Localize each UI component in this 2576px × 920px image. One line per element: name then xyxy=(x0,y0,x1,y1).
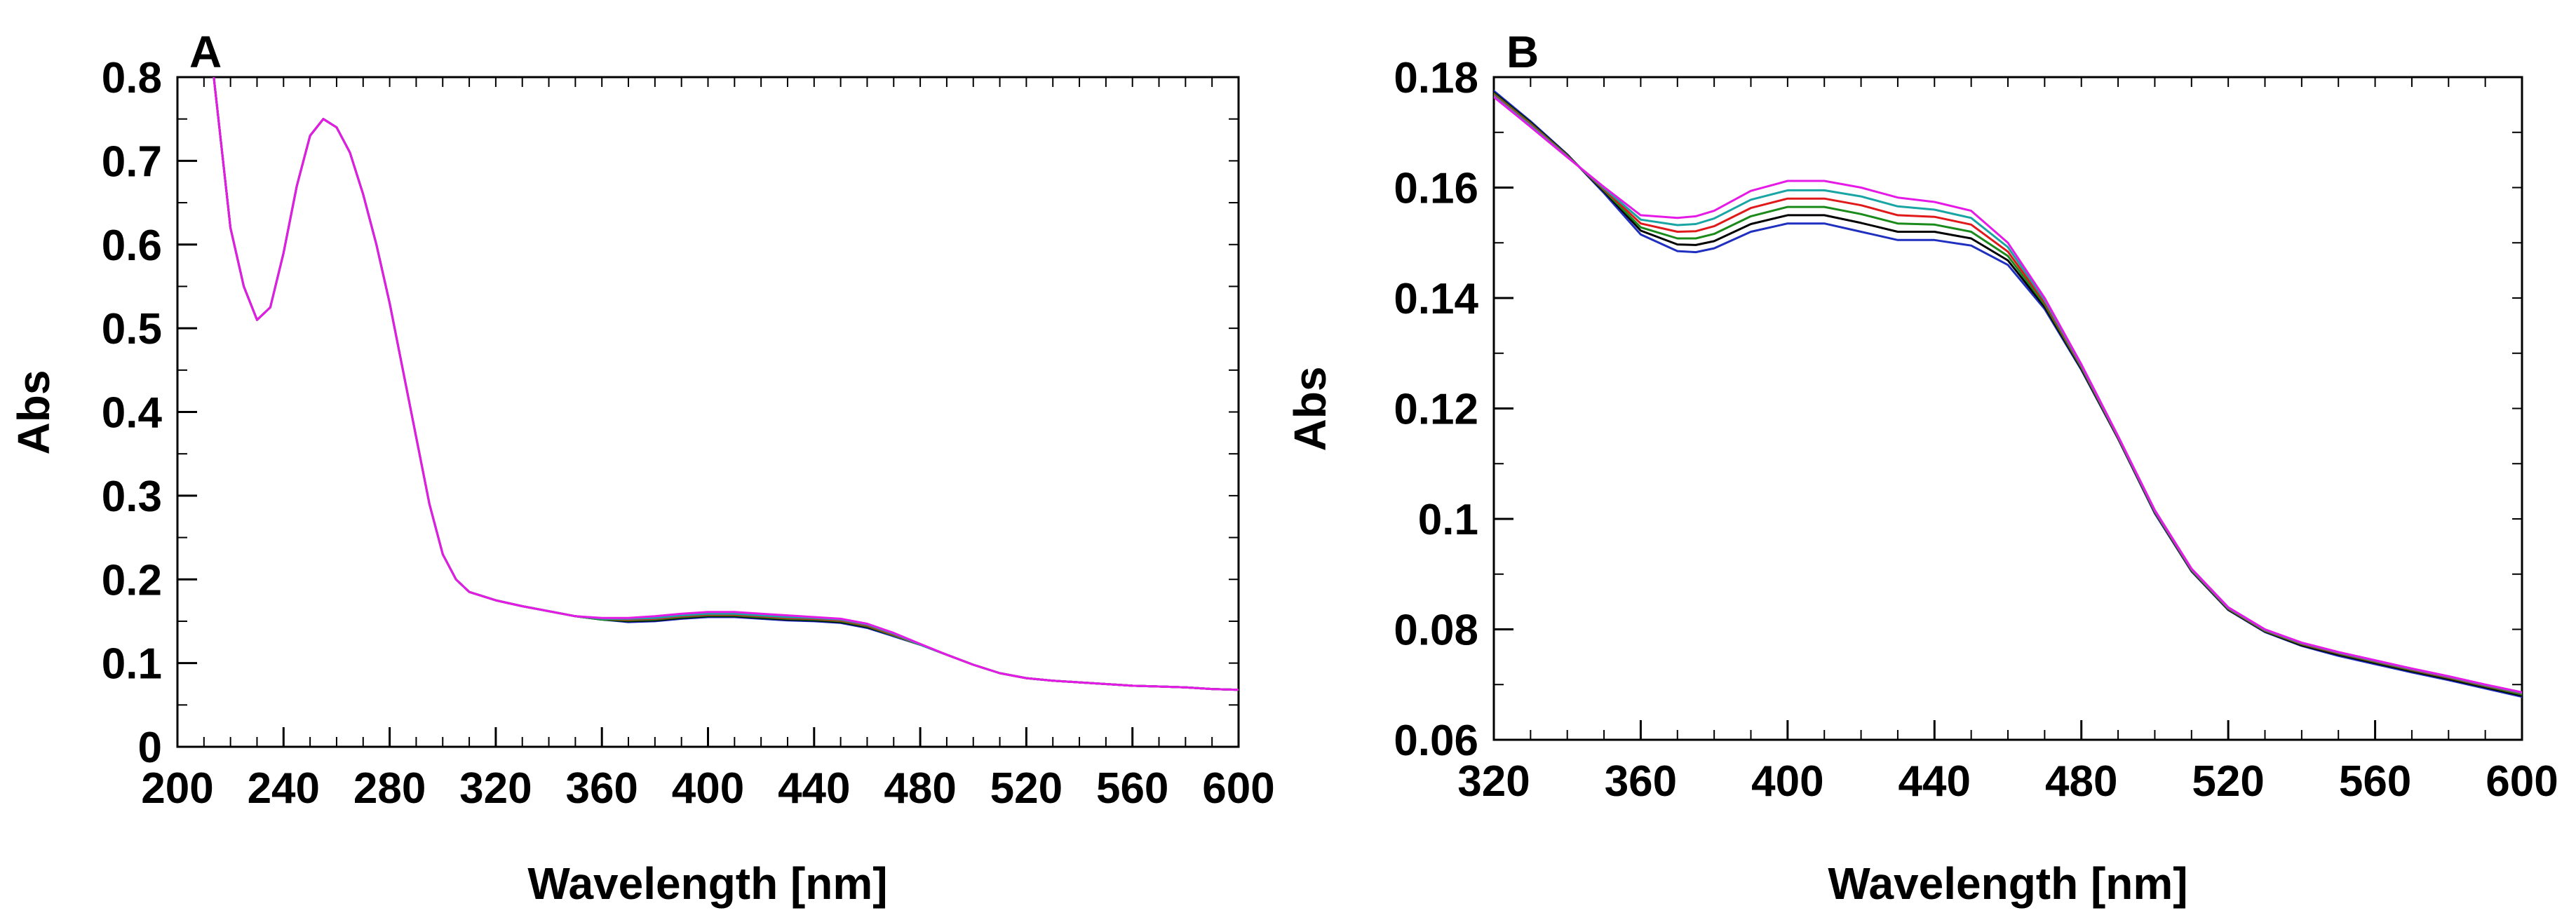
panel-a-x-tick-label: 440 xyxy=(778,764,850,813)
panel-a-x-tick-label: 560 xyxy=(1096,764,1168,813)
panel-b-ticks: 320 360 400 440 480 520 560 600 0.06 0.08 0.1 0.12 0… xyxy=(1394,54,2558,806)
panel-a-series-5-line xyxy=(213,77,1239,691)
panel-a-y-tick-label: 0.4 xyxy=(102,389,163,438)
panel-b-series-1-line xyxy=(1494,90,2522,698)
panel-a-y-tick-label: 0.2 xyxy=(102,556,162,604)
panel-a-x-tick-label: 240 xyxy=(248,764,320,813)
panel-a-traces xyxy=(213,77,1239,691)
panel-b-y-tick-label: 0.06 xyxy=(1394,717,1478,765)
panel-b-x-tick-label: 600 xyxy=(2486,757,2558,806)
panel-b-y-tick-label: 0.18 xyxy=(1394,54,1478,102)
panel-b-x-tick-label: 360 xyxy=(1605,757,1677,806)
panel-b: 320 360 400 440 480 520 560 600 0.06 0.08 0.1 0.12 0… xyxy=(1285,27,2558,909)
panel-b-y-tick-label: 0.16 xyxy=(1394,165,1478,213)
panel-a-x-tick-label: 400 xyxy=(672,764,744,813)
panel-b-x-axis-label: Wavelength [nm] xyxy=(1828,858,2187,909)
panel-a-x-axis-label: Wavelength [nm] xyxy=(527,858,887,909)
panel-a-series-4-line xyxy=(213,77,1239,691)
panel-b-series-5-line xyxy=(1494,95,2522,694)
panel-a-y-tick-label: 0.8 xyxy=(102,54,162,102)
panel-b-x-tick-label: 440 xyxy=(1899,757,1971,806)
panel-a-series-2-line xyxy=(213,77,1239,691)
panel-b-y-axis-label: Abs xyxy=(1285,367,1335,452)
panel-a-y-tick-label: 0.1 xyxy=(102,640,162,689)
panel-b-x-tick-label: 480 xyxy=(2045,757,2117,806)
panel-b-label: B xyxy=(1506,27,1539,77)
panel-a-x-tick-label: 520 xyxy=(990,764,1063,813)
panel-a-label: A xyxy=(189,27,222,77)
panel-a-x-tick-label: 320 xyxy=(459,764,532,813)
panel-a-y-axis-label: Abs xyxy=(8,370,59,455)
panel-b-x-tick-label: 560 xyxy=(2339,757,2411,806)
panel-b-series-6-line xyxy=(1494,95,2522,694)
panel-a-y-tick-label: 0 xyxy=(138,724,162,772)
panel-a-x-tick-label: 280 xyxy=(353,764,426,813)
panel-b-x-tick-label: 520 xyxy=(2192,757,2264,806)
panel-b-y-tick-label: 0.14 xyxy=(1394,275,1478,323)
panel-b-traces xyxy=(1494,90,2522,698)
panel-a-x-tick-label: 600 xyxy=(1202,764,1274,813)
panel-a-plot-frame xyxy=(176,76,1240,748)
panel-a: 200 240 280 320 360 400 440 480 520 560 600 0 0.1 0.2… xyxy=(8,27,1275,909)
panel-b-plot-frame xyxy=(1492,76,2523,741)
panel-b-y-tick-label: 0.12 xyxy=(1394,386,1478,434)
panel-a-y-tick-label: 0.5 xyxy=(102,305,162,353)
panel-b-series-4-line xyxy=(1494,93,2522,695)
panel-b-y-tick-label: 0.1 xyxy=(1418,496,1478,544)
panel-a-y-tick-label: 0.3 xyxy=(102,473,162,521)
panel-b-series-2-line xyxy=(1494,91,2522,697)
panel-a-x-tick-label: 360 xyxy=(565,764,638,813)
panel-a-x-tick-label: 480 xyxy=(884,764,956,813)
panel-b-series-3-line xyxy=(1494,93,2522,696)
panel-a-ticks: 200 240 280 320 360 400 440 480 520 560 600 0 0.1 0.2… xyxy=(102,54,1275,813)
panel-a-series-1-line xyxy=(213,77,1239,691)
panel-a-y-tick-label: 0.6 xyxy=(102,222,162,270)
panel-b-x-tick-label: 400 xyxy=(1751,757,1823,806)
panel-a-y-tick-label: 0.7 xyxy=(102,137,162,186)
panel-b-y-tick-label: 0.08 xyxy=(1394,607,1478,655)
panel-b-x-tick-label: 320 xyxy=(1457,757,1530,806)
panel-a-x-tick-label: 200 xyxy=(141,764,213,813)
panel-a-series-3-line xyxy=(213,77,1239,691)
panel-a-series-6-line xyxy=(213,77,1239,691)
